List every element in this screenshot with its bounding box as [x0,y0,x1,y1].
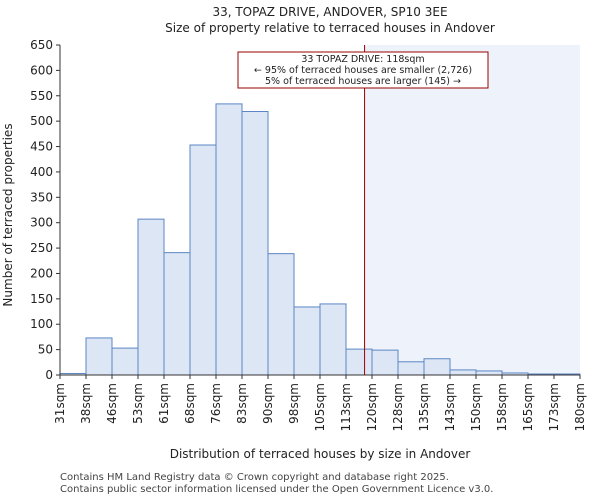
bar-120sqm [371,349,399,376]
bar-46sqm [111,347,139,376]
y-tick-label: 150 [30,292,53,306]
x-tick-label: 180sqm [573,383,587,431]
x-tick-label: 120sqm [365,383,379,431]
y-tick-label: 400 [30,165,53,179]
annotation-box [237,51,489,89]
x-tick-label: 150sqm [469,383,483,431]
y-tick-label: 450 [30,140,53,154]
x-axis: 31sqm 38sqm 46sqm 53sqm 61sqm 68sqm 76sqm 83sqm… [53,374,587,431]
bar-150sqm [475,370,503,376]
x-tick-label: 76sqm [209,383,223,424]
bar-105sqm [319,303,347,376]
bar-68sqm [189,144,217,376]
x-tick-label: 165sqm [521,383,535,431]
y-tick-label: 250 [30,241,53,255]
y-tick-label: 100 [30,317,53,331]
annotation-larger: 5% of terraced houses are larger (145) → [265,76,461,87]
y-tick-label: 300 [30,216,53,230]
x-tick-label: 31sqm [53,383,67,424]
x-tick-label: 173sqm [547,383,561,431]
bar-76sqm [215,103,243,376]
larger-region-shade [364,45,580,375]
bar-61sqm [163,252,191,376]
x-tick-label: 61sqm [157,383,171,424]
bar-98sqm [293,306,321,376]
bar-90sqm [267,253,295,376]
x-tick-label: 98sqm [287,383,301,424]
y-tick-label: 500 [30,114,53,128]
x-tick-label: 113sqm [339,383,353,431]
bar-135sqm [423,358,451,376]
y-tick-label: 0 [45,368,53,382]
x-tick-label: 46sqm [105,383,119,424]
bar-83sqm [241,111,269,376]
y-tick-label: 200 [30,266,53,280]
x-tick-label: 158sqm [495,383,509,431]
footer-copyright: Contains HM Land Registry data © Crown c… [60,472,449,483]
x-tick-label: 68sqm [183,383,197,424]
bar-143sqm [449,369,477,376]
chart-subtitle: Size of property relative to terraced ho… [165,21,495,35]
y-axis-label: Number of terraced properties [1,123,15,306]
bars-group [59,103,581,376]
y-tick-label: 350 [30,190,53,204]
bar-128sqm [397,361,425,376]
y-tick-label: 50 [38,343,53,357]
footer-licence: Contains public sector information licen… [60,484,494,495]
y-tick-label: 550 [30,89,53,103]
x-tick-label: 38sqm [79,383,93,424]
x-tick-label: 135sqm [417,383,431,431]
y-tick-label: 650 [30,38,53,52]
bar-113sqm [345,348,373,376]
x-tick-label: 53sqm [131,383,145,424]
annotation-smaller: ← 95% of terraced houses are smaller (2,… [254,65,472,76]
y-axis: 0 50 100 150 200 250 300 350 400 450 500 550 600 650 [30,38,61,382]
annotation-title: 33 TOPAZ DRIVE: 118sqm [301,54,424,65]
bar-38sqm [85,337,113,376]
x-axis-label: Distribution of terraced houses by size … [170,447,471,461]
bar-53sqm [137,218,165,376]
y-tick-label: 600 [30,63,53,77]
x-tick-label: 128sqm [391,383,405,431]
x-tick-label: 90sqm [261,383,275,424]
x-tick-label: 143sqm [443,383,457,431]
x-tick-label: 105sqm [313,383,327,431]
x-tick-label: 83sqm [235,383,249,424]
chart-title: 33, TOPAZ DRIVE, ANDOVER, SP10 3EE [212,5,447,19]
